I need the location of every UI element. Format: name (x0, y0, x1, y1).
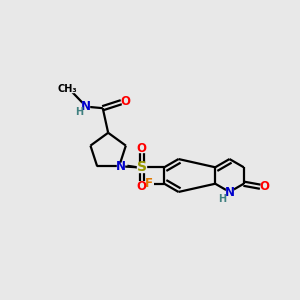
Bar (261, 183, 268, 190)
Text: H: H (218, 194, 226, 204)
Text: CH₃: CH₃ (58, 84, 77, 94)
Bar (138, 183, 145, 190)
Bar (117, 163, 124, 170)
Bar (122, 98, 128, 105)
Text: O: O (260, 180, 269, 193)
Bar (82, 102, 89, 110)
Bar (61, 85, 74, 92)
Bar (138, 144, 145, 152)
Text: F: F (145, 177, 153, 190)
Bar (146, 180, 152, 188)
Text: H: H (76, 107, 84, 117)
Text: N: N (81, 100, 91, 112)
Text: O: O (137, 142, 147, 154)
Text: O: O (137, 180, 147, 193)
Bar (137, 163, 146, 172)
Text: S: S (137, 160, 147, 174)
Text: N: N (224, 186, 235, 199)
Text: O: O (120, 95, 130, 108)
Bar (226, 189, 233, 196)
Text: N: N (116, 160, 126, 173)
